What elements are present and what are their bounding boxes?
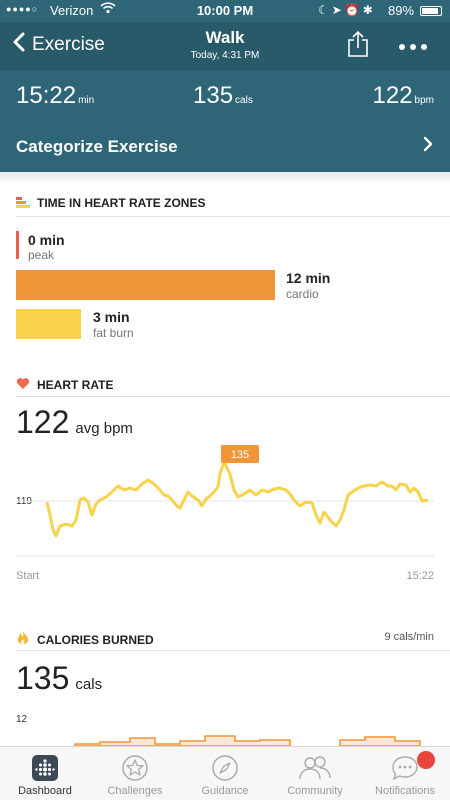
signal-strength-icon: ●●●●○	[6, 4, 39, 14]
tab-dashboard-label: Dashboard	[18, 785, 72, 797]
calories-value: 135	[193, 82, 234, 109]
flame-icon	[16, 630, 30, 649]
peak-zone-label: peak	[28, 248, 55, 262]
avg-heart-rate-unit: avg bpm	[75, 420, 133, 437]
navigation-bar: Exercise Walk Today, 4:31 PM	[0, 22, 450, 70]
peak-tooltip-text: 135	[231, 449, 249, 461]
calories-chart	[74, 735, 421, 746]
tab-guidance-label: Guidance	[201, 785, 249, 797]
battery-icon	[420, 6, 442, 16]
avg-heart-rate: 122 avg bpm	[16, 404, 133, 441]
heart-rate-zones-icon	[16, 197, 30, 209]
bpm-unit: bpm	[414, 95, 434, 106]
more-dots-icon	[399, 44, 427, 50]
zones-divider	[16, 216, 450, 217]
categorize-exercise-label: Categorize Exercise	[16, 137, 178, 156]
calories-divider	[16, 650, 450, 651]
heart-rate-divider	[16, 396, 450, 397]
peak-zone-bar	[16, 231, 19, 259]
calories-y-label: 12	[16, 714, 28, 725]
chevron-right-icon	[422, 134, 434, 160]
tab-challenges-label: Challenges	[107, 785, 163, 797]
zones-title-text: TIME IN HEART RATE ZONES	[37, 196, 206, 210]
exercise-header: ●●●●○ Verizon 10:00 PM ☾➤⏰✱ 89% Exercise…	[0, 0, 450, 172]
back-button[interactable]: Exercise	[12, 32, 105, 57]
duration-stat: 15:22 min	[16, 82, 94, 110]
heart-rate-chart: 135	[16, 445, 434, 557]
duration-unit: min	[78, 95, 95, 106]
tab-bar: Dashboard Challenges Guidance	[0, 746, 450, 800]
tab-community[interactable]: Community	[270, 747, 360, 800]
chevron-left-icon	[12, 32, 26, 57]
calories-burned-unit: cals	[75, 676, 103, 693]
tab-dashboard[interactable]: Dashboard	[0, 747, 90, 800]
cardio-zone-label: cardio	[286, 287, 319, 301]
tab-community-label: Community	[287, 785, 343, 797]
back-button-label: Exercise	[32, 33, 105, 55]
calories-title-text: CALORIES BURNED	[37, 632, 154, 647]
calories-section-title: CALORIES BURNED	[16, 630, 154, 649]
notification-badge	[417, 751, 435, 769]
avg-heart-rate-value: 122	[16, 404, 70, 440]
duration-value: 15:22	[16, 82, 77, 109]
bpm-value: 122	[372, 82, 413, 109]
categorize-exercise-row[interactable]: Categorize Exercise	[0, 124, 450, 170]
tab-challenges[interactable]: Challenges	[90, 747, 180, 800]
share-button[interactable]	[346, 30, 370, 58]
star-badge-icon	[120, 753, 150, 783]
zones-section-title: TIME IN HEART RATE ZONES	[16, 196, 205, 210]
chart-end-label: 15:22	[406, 570, 434, 582]
chat-bubble-icon	[390, 753, 420, 783]
cardio-zone-bar	[16, 270, 275, 300]
carrier-name: Verizon	[50, 3, 94, 18]
heart-rate-stat: 122 bpm	[373, 82, 435, 110]
more-options-button[interactable]	[398, 32, 428, 58]
tab-notifications-label: Notifications	[375, 785, 435, 797]
wifi-icon	[100, 2, 116, 17]
tab-notifications[interactable]: Notifications	[360, 747, 450, 800]
people-icon	[299, 753, 331, 783]
status-bar: ●●●●○ Verizon 10:00 PM ☾➤⏰✱ 89%	[0, 0, 450, 22]
calories-unit: cals	[235, 95, 253, 106]
share-icon	[348, 30, 368, 57]
calories-burned-value: 135	[16, 660, 70, 696]
dashboard-icon	[30, 753, 60, 783]
heart-rate-peak-tooltip: 135	[221, 445, 259, 463]
heart-rate-section-title: HEART RATE	[16, 377, 113, 393]
chart-start-label: Start	[16, 570, 40, 582]
fat-burn-zone-label: fat burn	[93, 326, 134, 340]
fat-burn-zone-bar	[16, 309, 81, 339]
page-subtitle: Today, 4:31 PM	[190, 50, 260, 61]
cardio-zone-value: 12 min	[286, 270, 331, 286]
peak-zone-value: 0 min	[28, 232, 65, 248]
tab-guidance[interactable]: Guidance	[180, 747, 270, 800]
compass-icon	[210, 753, 240, 783]
calories-per-minute: 9 cals/min	[384, 631, 434, 643]
calories-stat: 135 cals	[193, 82, 253, 110]
status-time: 10:00 PM	[196, 3, 254, 18]
system-status-icons: ☾➤⏰✱	[318, 3, 376, 17]
fat-burn-zone-value: 3 min	[93, 309, 130, 325]
heart-icon	[16, 377, 30, 393]
header-shadow	[0, 172, 450, 184]
heart-rate-title-text: HEART RATE	[37, 378, 114, 392]
battery-percentage: 89%	[388, 3, 415, 18]
exercise-summary-stats: 15:22 min 135 cals 122 bpm	[0, 70, 450, 120]
calories-burned-total: 135 cals	[16, 660, 102, 697]
page-title: Walk	[205, 28, 245, 47]
